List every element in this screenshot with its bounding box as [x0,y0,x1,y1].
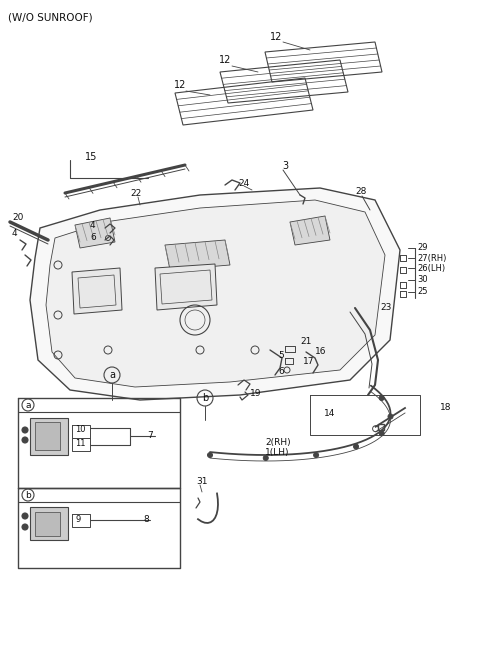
Text: 25: 25 [417,288,428,297]
Text: a: a [25,400,31,409]
Text: 31: 31 [196,476,207,485]
Text: 29: 29 [417,244,428,252]
Text: 9: 9 [75,515,80,525]
Text: 26(LH): 26(LH) [417,263,445,272]
Polygon shape [75,218,115,248]
Text: 30: 30 [417,276,428,284]
Text: b: b [202,393,208,403]
Polygon shape [46,200,385,387]
Text: 27(RH): 27(RH) [417,253,446,263]
Circle shape [313,453,319,458]
Text: 21: 21 [300,337,312,346]
Text: 22: 22 [130,189,141,198]
Circle shape [22,437,28,443]
Text: 14: 14 [324,409,336,417]
Polygon shape [155,264,217,310]
Text: 28: 28 [355,187,366,196]
Polygon shape [72,268,122,314]
Circle shape [22,427,28,433]
Text: 23: 23 [380,303,391,312]
Text: 6: 6 [90,233,96,242]
Text: 18: 18 [440,403,452,413]
Circle shape [22,513,28,519]
Text: 4: 4 [12,229,18,238]
Polygon shape [290,216,330,245]
Text: 12: 12 [219,55,231,65]
Text: 15: 15 [85,152,97,162]
Circle shape [354,444,359,449]
Text: 17: 17 [303,358,314,367]
Text: 20: 20 [12,214,24,223]
Text: a: a [109,370,115,380]
Polygon shape [30,507,68,540]
Circle shape [263,455,268,460]
Text: 7: 7 [147,432,153,441]
Text: 5: 5 [278,352,284,360]
Text: 2(RH): 2(RH) [265,438,290,447]
Text: 12: 12 [270,32,282,42]
Circle shape [22,524,28,530]
Circle shape [207,453,213,458]
Text: 11: 11 [75,438,85,447]
Text: 19: 19 [250,388,262,398]
Text: 12: 12 [174,80,186,90]
Text: 8: 8 [143,515,149,525]
Text: 1(LH): 1(LH) [265,449,289,457]
Text: b: b [25,491,31,500]
Text: 16: 16 [315,348,326,356]
Text: 4: 4 [90,221,96,229]
Polygon shape [35,512,60,536]
Text: 6: 6 [278,367,284,377]
Circle shape [388,414,393,419]
Polygon shape [30,418,68,455]
Polygon shape [30,188,400,400]
Text: 10: 10 [75,426,85,434]
Polygon shape [35,422,60,450]
Polygon shape [165,240,230,270]
Circle shape [379,396,384,400]
Circle shape [379,431,384,436]
Text: (W/O SUNROOF): (W/O SUNROOF) [8,13,93,23]
Text: 3: 3 [282,161,288,171]
Text: 24: 24 [238,179,249,187]
